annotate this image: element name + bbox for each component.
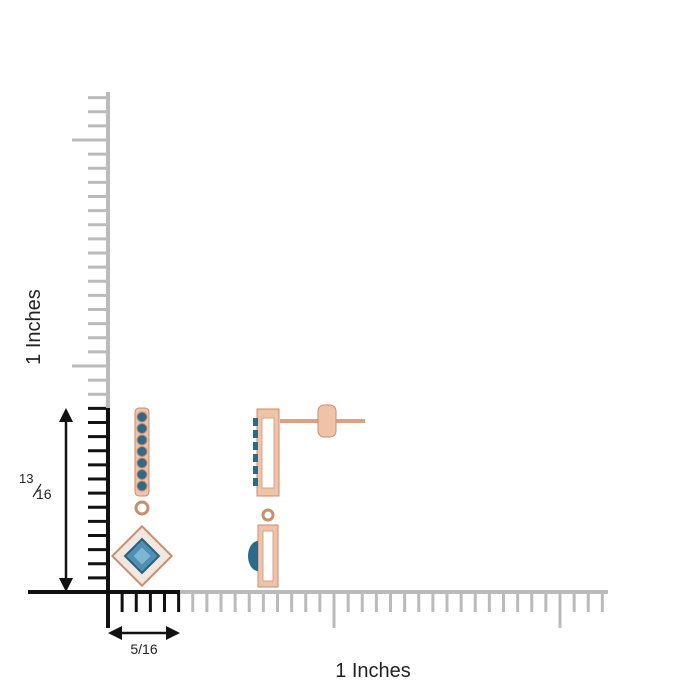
stone <box>253 478 258 486</box>
earring-side <box>248 404 365 588</box>
stone <box>253 430 258 438</box>
stone <box>253 418 258 426</box>
stone <box>253 442 258 450</box>
stone <box>253 466 258 474</box>
stone <box>136 423 148 434</box>
ruler <box>72 96 604 628</box>
earring-front <box>110 407 174 588</box>
stone <box>136 411 148 423</box>
width-arrow <box>108 626 180 640</box>
height-axis-label: 1 Inches <box>23 289 45 365</box>
stone <box>253 454 258 462</box>
height-arrow <box>59 408 73 592</box>
stone <box>136 457 148 469</box>
height-numerator: 13 <box>19 471 33 486</box>
stone <box>136 480 148 492</box>
stone <box>136 434 148 446</box>
width-label: 5/16 <box>130 641 157 657</box>
height-denominator: 16 <box>36 486 52 502</box>
width-axis-label: 1 Inches <box>335 660 411 682</box>
stone <box>136 446 148 457</box>
stone <box>136 469 148 480</box>
fraction-slash <box>32 483 42 498</box>
